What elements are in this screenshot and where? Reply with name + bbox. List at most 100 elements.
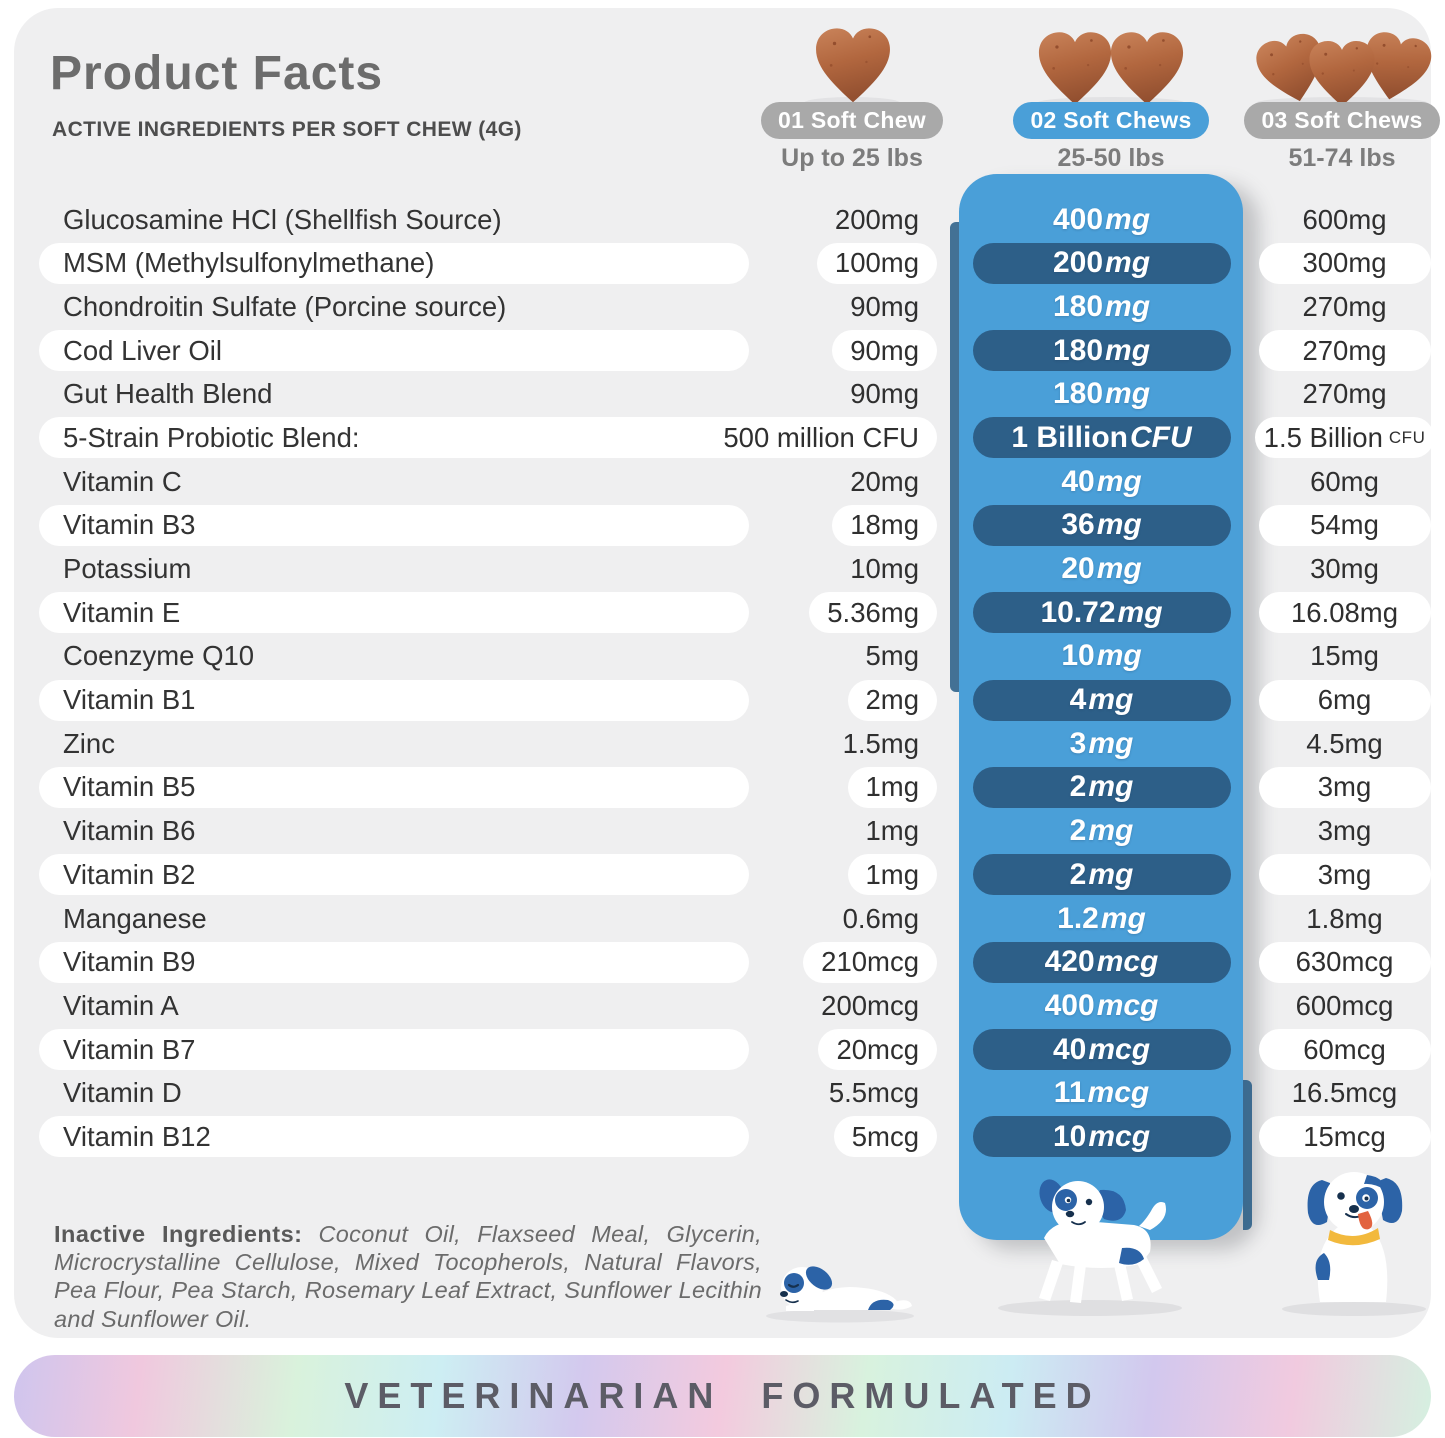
amount-1-chew: 2mg xyxy=(751,679,937,721)
ingredient-name: Vitamin D xyxy=(63,1077,182,1109)
dog-illustration-large xyxy=(1282,1172,1426,1316)
soft-chews-icon xyxy=(1006,22,1216,110)
ingredient-row: Vitamin B6 1mg 2 mg 3mg xyxy=(39,810,1434,854)
ingredient-name: 5-Strain Probiotic Blend: xyxy=(39,417,749,459)
ingredient-row: Vitamin B12 5mcg 10 mcg 15mcg xyxy=(39,1115,1434,1159)
amount-3-chews: 6mg xyxy=(1255,679,1434,721)
ingredient-row: Vitamin C 20mg 40 mg 60mg xyxy=(39,460,1434,504)
ingredient-row: Gut Health Blend 90mg 180 mg 270mg xyxy=(39,373,1434,417)
amount-2-chews: 2 mg xyxy=(1069,814,1134,848)
dose-pill-1-chew: 01 Soft Chew xyxy=(760,102,943,139)
inactive-ingredients-label: Inactive Ingredients: xyxy=(54,1221,303,1247)
ingredient-name: Vitamin B6 xyxy=(63,815,196,847)
ingredient-row: Vitamin A 200mcg 400 mcg 600mcg xyxy=(39,984,1434,1028)
product-facts-card: Product Facts ACTIVE INGREDIENTS PER SOF… xyxy=(14,8,1440,1338)
ingredient-row: Chondroitin Sulfate (Porcine source) 90mg… xyxy=(39,285,1434,329)
amount-1-chew: 1mg xyxy=(751,854,937,896)
amount-1-chew: 18mg xyxy=(751,504,937,546)
dose-column-3-chews: 03 Soft Chews 51-74 lbs xyxy=(1237,22,1445,173)
amount-3-chews: 16.5mcg xyxy=(1291,1077,1398,1109)
amount-2-chews: 40 mcg xyxy=(959,1029,1244,1071)
amount-2-chews: 180 mg xyxy=(1052,289,1151,323)
ingredient-name: Chondroitin Sulfate (Porcine source) xyxy=(63,290,507,322)
ingredient-name: Potassium xyxy=(63,553,192,584)
ingredient-name: Cod Liver Oil xyxy=(39,330,749,372)
amount-3-chews: 600mg xyxy=(1302,203,1387,235)
ingredient-row: Zinc 1.5mg 3 mg 4.5mg xyxy=(39,722,1434,766)
amount-2-chews: 1.2 mg xyxy=(1057,901,1146,935)
amount-3-chews: 15mcg xyxy=(1255,1116,1434,1158)
amount-3-chews: 270mg xyxy=(1302,290,1387,322)
amount-3-chews: 630mcg xyxy=(1255,941,1434,983)
amount-1-chew: 90mg xyxy=(850,290,919,322)
amount-2-chews: 200 mg xyxy=(959,242,1244,284)
amount-1-chew: 20mcg xyxy=(751,1029,937,1071)
inactive-ingredients-text: Coconut Oil, Flaxseed Meal, Glycerin, Mi… xyxy=(54,1221,762,1332)
amount-2-chews: 10 mg xyxy=(1061,639,1142,673)
ingredient-name: Vitamin B3 xyxy=(39,504,749,546)
ingredient-name: Vitamin B2 xyxy=(39,854,749,896)
amount-2-chews: 10.72 mg xyxy=(959,592,1244,634)
ingredient-name: Vitamin B5 xyxy=(39,766,749,808)
amount-2-chews: 10 mcg xyxy=(959,1116,1244,1158)
ingredient-name: Manganese xyxy=(63,902,207,934)
ingredient-name: Glucosamine HCl (Shellfish Source) xyxy=(63,203,502,235)
ingredient-row: Vitamin B2 1mg 2 mg 3mg xyxy=(39,853,1434,897)
weight-range-3: 51-74 lbs xyxy=(1288,144,1396,172)
amount-2-chews: 180 mg xyxy=(959,330,1244,372)
amount-3-chews: 15mg xyxy=(1310,640,1379,672)
amount-1-chew: 210mcg xyxy=(751,941,937,983)
soft-chews-icon xyxy=(1237,22,1445,110)
amount-1-chew: 90mg xyxy=(751,330,937,372)
dose-column-1-chew: 01 Soft Chew Up to 25 lbs xyxy=(747,22,957,173)
dose-column-2-chews: 02 Soft Chews 25-50 lbs xyxy=(1006,22,1216,173)
amount-1-chew: 90mg xyxy=(850,378,919,410)
amount-1-chew: 1mg xyxy=(865,815,920,847)
footer-claim: VETERINARIAN FORMULATED xyxy=(344,1375,1101,1416)
ingredient-name: Gut Health Blend xyxy=(63,378,273,410)
page-title: Product Facts xyxy=(50,47,384,100)
ingredient-row: MSM (Methylsulfonylmethane) 100mg 200 mg 300… xyxy=(39,242,1434,286)
amount-1-chew: 10mg xyxy=(850,553,919,584)
amount-3-chews: 54mg xyxy=(1255,504,1434,546)
amount-3-chews: 60mg xyxy=(1310,465,1379,497)
amount-1-chew: 5.5mcg xyxy=(828,1077,919,1109)
ingredient-row: Vitamin B1 2mg 4 mg 6mg xyxy=(39,679,1434,723)
ingredient-row: Vitamin B9 210mcg 420 mcg 630mcg xyxy=(39,941,1434,985)
amount-1-chew: 100mg xyxy=(751,242,937,284)
amount-2-chews: 11 mcg xyxy=(1053,1076,1150,1110)
ingredient-name: MSM (Methylsulfonylmethane) xyxy=(39,242,749,284)
ingredient-row: 5-Strain Probiotic Blend: 500 million CFU… xyxy=(39,416,1434,460)
ingredient-row: Glucosamine HCl (Shellfish Source) 200mg 4… xyxy=(39,198,1434,242)
ingredient-row: Vitamin B5 1mg 2 mg 3mg xyxy=(39,766,1434,810)
ingredient-name: Vitamin B7 xyxy=(39,1029,749,1071)
ingredient-row: Vitamin D 5.5mcg 11 mcg 16.5mcg xyxy=(39,1072,1434,1116)
amount-1-chew: 200mcg xyxy=(821,989,919,1021)
amount-2-chews: 4 mg xyxy=(959,679,1244,721)
amount-2-chews: 400 mcg xyxy=(1044,988,1159,1022)
amount-2-chews: 2 mg xyxy=(959,854,1244,896)
amount-3-chews: 270mg xyxy=(1302,378,1387,410)
ingredient-name: Vitamin E xyxy=(39,592,749,634)
amount-1-chew: 200mg xyxy=(834,203,919,235)
amount-3-chews: 3mg xyxy=(1255,766,1434,808)
ingredient-row: Potassium 10mg 20 mg 30mg xyxy=(39,548,1434,592)
amount-3-chews: 1.8mg xyxy=(1306,902,1383,934)
weight-range-1: Up to 25 lbs xyxy=(781,144,923,172)
amount-1-chew: 5mg xyxy=(865,640,920,672)
amount-2-chews: 40 mg xyxy=(1061,464,1142,498)
ingredient-name: Vitamin A xyxy=(63,989,179,1021)
amount-2-chews: 20 mg xyxy=(1061,552,1142,585)
ingredient-name: Vitamin B1 xyxy=(39,679,749,721)
amount-3-chews: 270mg xyxy=(1255,330,1434,372)
amount-3-chews: 16.08mg xyxy=(1255,592,1434,634)
page-subtitle: ACTIVE INGREDIENTS PER SOFT CHEW (4G) xyxy=(52,118,522,141)
dog-illustration-medium xyxy=(998,1179,1182,1316)
ingredient-row: Vitamin E 5.36mg 10.72 mg 16.08mg xyxy=(39,591,1434,635)
amount-2-chews: 180 mg xyxy=(1052,377,1151,411)
amount-3-chews: 600mcg xyxy=(1295,989,1394,1021)
ingredients-table: Glucosamine HCl (Shellfish Source) 200mg 4… xyxy=(39,198,1434,1159)
amount-3-chews: 300mg xyxy=(1255,242,1434,284)
ingredient-row: Vitamin B7 20mcg 40 mcg 60mcg xyxy=(39,1028,1434,1072)
dog-illustration-small xyxy=(766,1266,914,1323)
